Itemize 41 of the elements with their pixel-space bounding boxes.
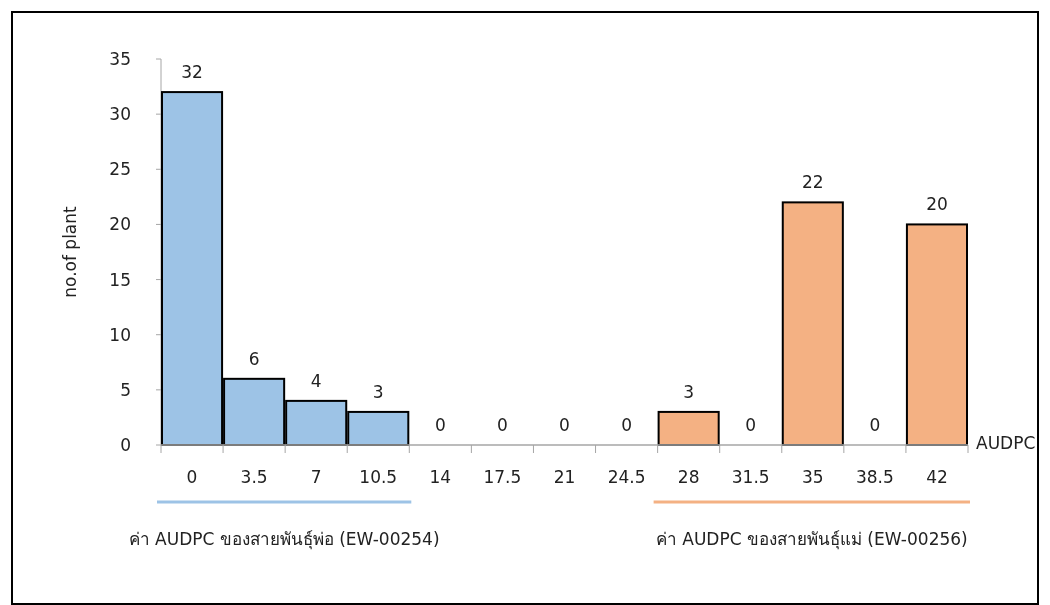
x-axis-title: AUDPC (976, 433, 1036, 453)
bar (905, 223, 968, 446)
data-label: 20 (926, 194, 948, 215)
y-tick-label: 30 (109, 104, 131, 125)
x-tick-label: 31.5 (731, 467, 770, 487)
data-label: 0 (869, 415, 881, 435)
data-label: 0 (745, 415, 757, 435)
data-label: 0 (621, 415, 632, 435)
y-tick-label: 10 (109, 324, 131, 345)
y-tick-label: 5 (120, 379, 131, 400)
y-axis-title: no.of plant (60, 205, 80, 298)
bar (781, 201, 844, 446)
data-label: 0 (434, 415, 446, 435)
bar (657, 410, 720, 446)
x-tick-label: 14 (429, 467, 452, 487)
x-tick-label: 0 (186, 467, 198, 487)
data-label: 4 (310, 370, 322, 391)
y-tick-label: 15 (109, 269, 131, 290)
x-tick-label: 38.5 (855, 467, 894, 487)
y-tick-label: 0 (120, 435, 131, 455)
data-label: 3 (372, 381, 384, 402)
data-label: 6 (248, 348, 260, 369)
y-tick-label: 20 (109, 214, 131, 235)
data-label: 0 (497, 415, 508, 435)
data-label: 32 (181, 62, 203, 83)
x-tick-label: 42 (926, 467, 948, 487)
y-tick-label: 35 (109, 49, 131, 69)
x-tick-label: 24.5 (607, 467, 646, 487)
data-label: 22 (801, 172, 824, 193)
x-tick-label: 10.5 (359, 467, 398, 487)
y-tick-label: 25 (109, 159, 131, 180)
x-tick-label: 28 (677, 467, 700, 487)
x-tick-label: 7 (310, 467, 322, 487)
x-tick-label: 21 (553, 467, 576, 487)
text: ค่า AUDPC ของสายพันธุ์แม่ (EW-00256) (655, 529, 968, 550)
x-tick-label: 3.5 (240, 467, 268, 487)
x-tick-label: 17.5 (483, 467, 522, 487)
x-tick-label: 35 (801, 467, 824, 487)
data-label: 3 (683, 381, 695, 402)
data-label: 0 (559, 415, 570, 435)
text: ค่า AUDPC ของสายพันธุ์พ่อ (EW-00254) (128, 529, 440, 550)
